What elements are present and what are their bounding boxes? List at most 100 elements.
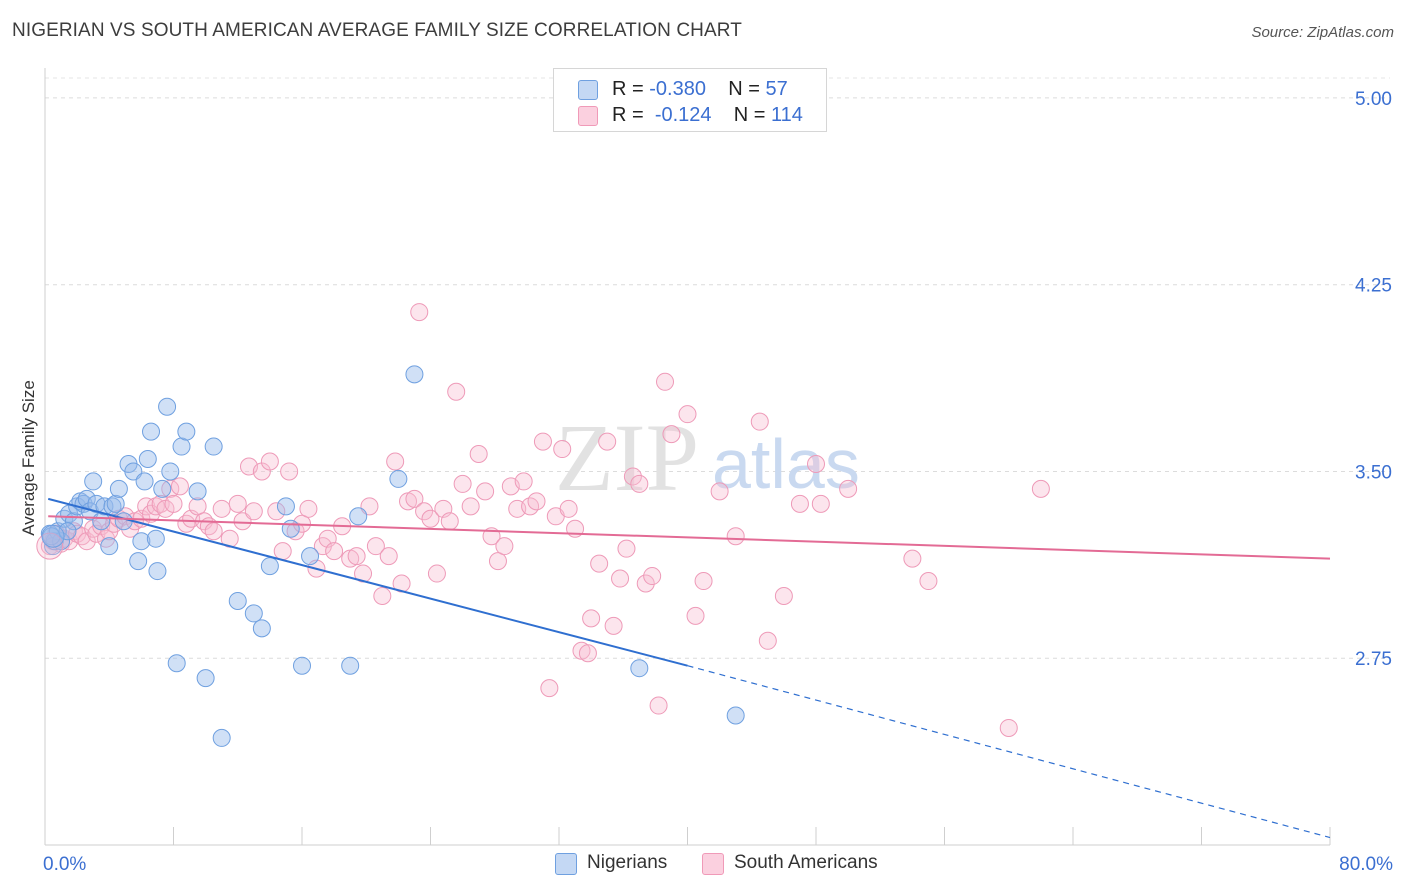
bottom-legend-swatch-south-americans [702, 853, 724, 875]
legend-row-south-americans: R = -0.124 N = 114 [554, 103, 826, 129]
grid-layer [45, 77, 1390, 659]
south-american-point [280, 462, 299, 481]
chart-title: NIGERIAN VS SOUTH AMERICAN AVERAGE FAMIL… [12, 20, 742, 41]
nigerian-point [158, 397, 177, 416]
south-american-point [267, 502, 286, 521]
nigerian-point [281, 519, 300, 538]
bottom-legend-nigerians: Nigerians [555, 850, 695, 878]
south-american-point [347, 547, 366, 566]
south-american-point [164, 494, 183, 513]
south-american-point [373, 586, 392, 605]
nigerian-point [167, 654, 186, 673]
nigerian-point [114, 512, 133, 531]
south-american-point [170, 477, 189, 496]
nigerian-point [244, 604, 263, 623]
south-american-point [453, 474, 472, 493]
nigerian-point [276, 497, 295, 516]
south-american-point [469, 445, 488, 464]
south-american-point [415, 502, 434, 521]
south-american-point [598, 432, 617, 451]
south-american-point [386, 452, 405, 471]
legend-r-value: -0.380 [649, 78, 706, 100]
nigerian-point [188, 482, 207, 501]
y-axis-label: Average Family Size [19, 380, 38, 536]
nigerian-point [204, 437, 223, 456]
south-american-point [421, 509, 440, 528]
south-american-point [839, 479, 858, 498]
south-american-point [656, 372, 675, 391]
south-american-point [177, 514, 196, 533]
south-american-point [533, 432, 552, 451]
south-american-point [758, 631, 777, 650]
south-american-point [750, 412, 769, 431]
y-tick-label: 4.25 [1355, 276, 1392, 297]
nigerian-point [124, 462, 143, 481]
legend-n-label: N = [733, 104, 772, 126]
nigerian-point [106, 494, 125, 513]
source-label: Source: ZipAtlas.com [1251, 24, 1394, 41]
south-american-point [260, 452, 279, 471]
legend-text-south-americans: R = -0.124 N = 114 [612, 104, 803, 127]
nigerian-point [405, 365, 424, 384]
nigerian-point [138, 450, 157, 469]
labels-layer: 5.00 4.25 3.50 2.75 0.0% 80.0% Average Family … [19, 89, 1393, 875]
south-american-point [611, 569, 630, 588]
bottom-legend-south-americans: South Americans [702, 850, 902, 878]
bottom-legend-swatch-nigerians [555, 853, 577, 875]
legend-text-nigerians: R = -0.380 N = 57 [612, 78, 788, 101]
watermark-zip: ZIP [555, 404, 699, 511]
legend-box: R = -0.380 N = 57 R = -0.124 N = 114 [553, 68, 827, 132]
legend-row-nigerians: R = -0.380 N = 57 [554, 77, 826, 103]
south-american-point [514, 472, 533, 491]
legend-r-label: R = [612, 78, 650, 100]
south-american-point [623, 467, 642, 486]
nigerian-point [153, 479, 172, 498]
nigerian-point [341, 656, 360, 675]
nigerian-point [52, 532, 71, 551]
south-american-point [553, 440, 572, 459]
south-american-point [527, 492, 546, 511]
nigerian-point [142, 422, 161, 441]
south-american-point [710, 482, 729, 501]
nigerian-point [349, 507, 368, 526]
south-american-point [578, 644, 597, 663]
south-american-point [212, 499, 231, 518]
south-american-point [204, 522, 223, 541]
nigerian-point [228, 591, 247, 610]
bottom-legend-label-nigerians: Nigerians [587, 852, 668, 873]
nigerian-point [161, 462, 180, 481]
south-american-point [495, 537, 514, 556]
nigerian-point [172, 437, 191, 456]
south-american-point [228, 494, 247, 513]
south-american-point [694, 572, 713, 591]
legend-n-value: 114 [771, 104, 803, 126]
nigerian-point [293, 656, 311, 675]
south-american-point [582, 609, 601, 628]
nigerian-point [109, 479, 128, 498]
nigerian-point [42, 527, 61, 546]
nigerian-point [148, 562, 167, 581]
south-american-point [405, 489, 424, 508]
x-tick-label: 0.0% [43, 854, 86, 875]
nigerian-point [135, 472, 154, 491]
south-american-point [488, 552, 507, 571]
nigerian-point [630, 659, 649, 678]
bottom-legend-label-south-americans: South Americans [734, 852, 878, 873]
legend-n-label: N = [728, 78, 766, 100]
south-american-point [461, 497, 480, 516]
south-american-point [636, 574, 655, 593]
south-american-point [540, 679, 559, 698]
legend-n-value: 57 [765, 78, 788, 100]
south-american-point [919, 572, 938, 591]
nigerian-point [389, 469, 408, 488]
legend-r-value: -0.124 [654, 104, 712, 126]
axis-layer [44, 68, 1331, 846]
nigerian-point [92, 512, 111, 531]
south-american-point [999, 718, 1018, 737]
y-tick-label: 2.75 [1355, 649, 1392, 670]
south-american-point [427, 564, 446, 583]
legend-swatch-nigerians [578, 80, 598, 100]
south-american-point [559, 499, 578, 518]
nigerian-point [196, 669, 215, 688]
